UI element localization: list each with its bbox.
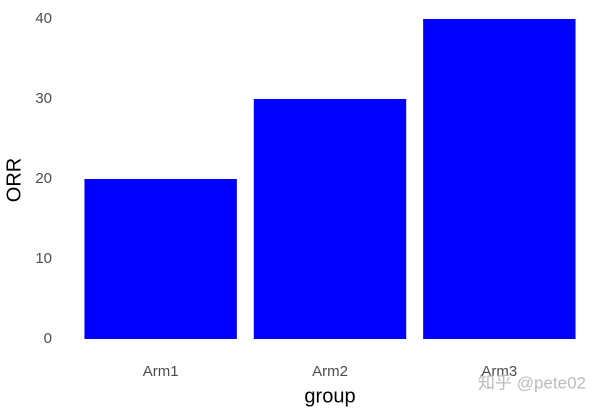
y-tick-label: 10: [35, 250, 52, 267]
y-tick-label: 40: [35, 10, 52, 27]
x-tick-label: Arm3: [481, 363, 517, 380]
x-tick-label: Arm2: [312, 363, 348, 380]
y-tick-label: 0: [44, 330, 52, 347]
bar: [423, 19, 576, 339]
x-tick-label: Arm1: [143, 363, 179, 380]
bar: [253, 99, 407, 339]
y-tick-label: 30: [35, 90, 52, 107]
y-tick-label: 20: [35, 170, 52, 187]
watermark: 知乎 @pete02: [478, 373, 586, 392]
y-axis-title: ORR: [3, 158, 25, 202]
x-axis-title: group: [304, 385, 355, 407]
bar: [84, 179, 237, 339]
